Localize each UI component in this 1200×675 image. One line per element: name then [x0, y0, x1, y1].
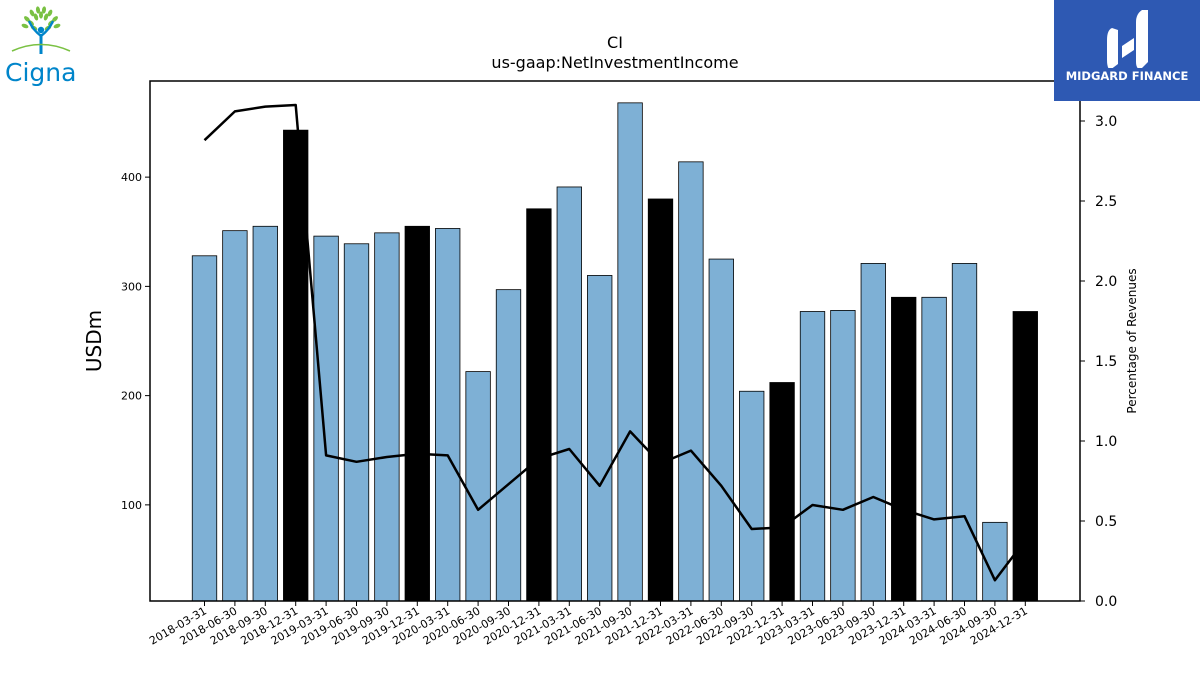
percentage-line [203, 103, 1027, 582]
y2-tick-label: 2.0 [1095, 274, 1117, 290]
bar-2024-06-30 [951, 263, 978, 602]
y2-tick-label: 0.5 [1095, 514, 1117, 530]
y-tick-label: 300 [121, 280, 142, 293]
y-axis-ticks: 100 200 300 400 [121, 171, 150, 512]
bar-2024-12-31 [1012, 311, 1038, 602]
bar-2020-09-30 [495, 289, 522, 602]
bar-2022-06-30 [708, 258, 734, 602]
bar-2021-06-30 [587, 275, 613, 602]
percentage-line-series [203, 103, 1027, 582]
cigna-logo: Cigna [2, 2, 86, 88]
y2-tick-label: 3.0 [1095, 114, 1117, 130]
y-tick-label: 100 [121, 499, 142, 512]
chart-subtitle: us-gaap:NetInvestmentIncome [491, 53, 738, 72]
midgard-logo-text: MIDGARD FINANCE [1065, 69, 1189, 83]
bar-2020-06-30 [465, 371, 491, 602]
bar-2019-09-30 [374, 232, 400, 602]
bar-2023-03-31 [799, 311, 826, 602]
bar-2018-09-30 [252, 225, 278, 602]
bar-2019-06-30 [343, 243, 370, 602]
bar-2022-12-31 [769, 382, 795, 602]
bar-2021-03-31 [556, 186, 582, 602]
y2-tick-label: 1.0 [1095, 434, 1117, 450]
bar-2024-03-31 [921, 296, 947, 602]
midgard-logo-icon [1107, 10, 1148, 68]
bar-2022-03-31 [678, 161, 704, 602]
bar-2023-12-31 [891, 296, 917, 602]
y-tick-label: 200 [121, 390, 142, 403]
bar-2022-09-30 [739, 390, 765, 602]
tree-person-icon: Cigna [5, 6, 76, 87]
plot-frame [149, 80, 1081, 602]
y-axis-label: USDm [82, 310, 106, 372]
midgard-finance-logo: MIDGARD FINANCE [1054, 0, 1200, 101]
chart-title: CI [607, 33, 623, 52]
y2-tick-label: 1.5 [1095, 354, 1117, 370]
y2-axis-ticks: 0.0 0.5 1.0 1.5 2.0 2.5 3.0 [1080, 114, 1117, 610]
y2-tick-label: 2.5 [1095, 194, 1117, 210]
bar-2019-03-31 [313, 235, 339, 602]
bar-2021-12-31 [647, 198, 674, 602]
bar-2023-09-30 [860, 263, 886, 602]
bar-2021-09-30 [617, 102, 643, 602]
bar-2020-12-31 [526, 208, 552, 602]
x-axis-ticks: 2018-03-312018-06-302018-09-302018-12-31… [147, 601, 1030, 648]
y2-tick-label: 0.0 [1095, 594, 1117, 610]
bar-series [191, 102, 1038, 602]
cigna-logo-text: Cigna [5, 58, 76, 87]
y-tick-label: 400 [121, 171, 142, 184]
y2-axis-label: Percentage of Revenues [1125, 268, 1139, 413]
bar-2023-06-30 [830, 310, 856, 602]
bar-2018-03-31 [191, 255, 218, 602]
bar-2018-06-30 [222, 230, 248, 602]
bar-2020-03-31 [435, 228, 461, 602]
bar-2019-12-31 [404, 225, 430, 602]
